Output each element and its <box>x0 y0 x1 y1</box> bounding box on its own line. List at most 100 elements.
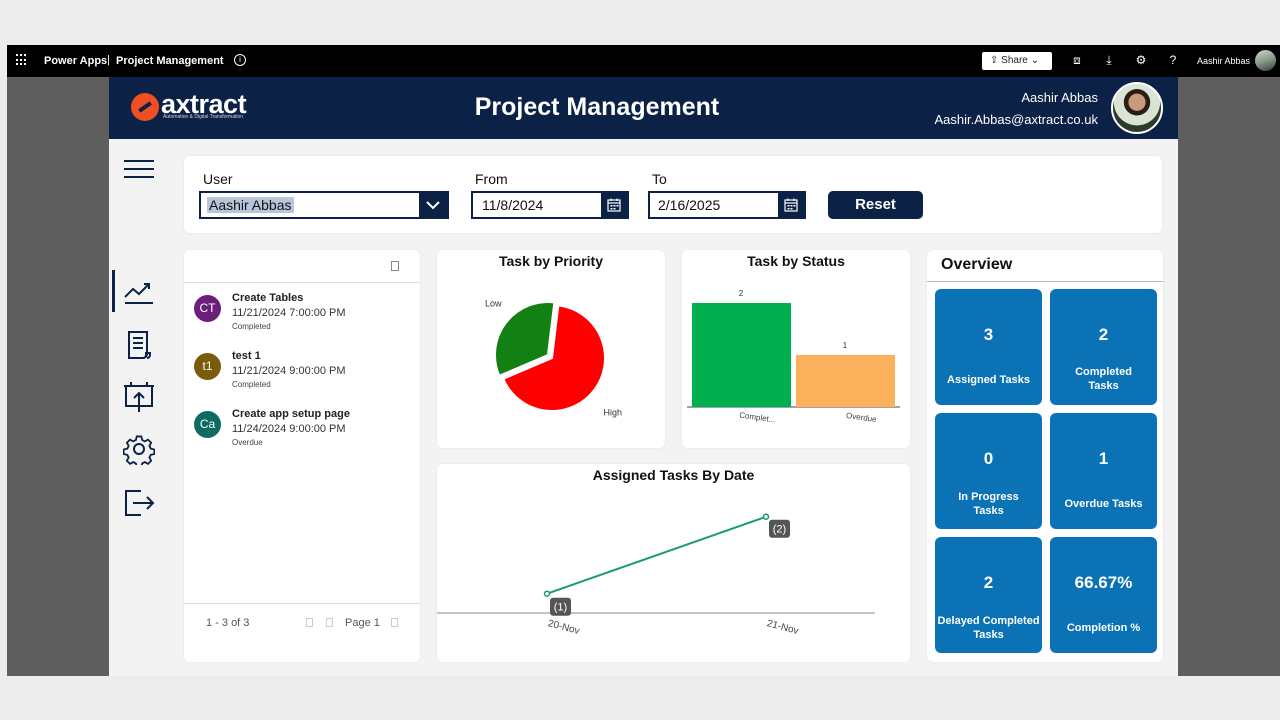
logout-icon[interactable] <box>123 487 155 519</box>
kpi-value: 0 <box>983 449 994 468</box>
list-item[interactable]: Ca Create app setup page 11/24/2024 9:00… <box>194 408 414 458</box>
share-button[interactable]: ⇪ Share ⌄ <box>982 52 1052 70</box>
reset-button[interactable]: Reset <box>828 191 923 219</box>
kpi-value: 2 <box>983 573 994 592</box>
x-tick-label: 21-Nov <box>766 618 800 637</box>
company-logo: axtract Automation & Digital Transformat… <box>131 89 271 123</box>
info-icon[interactable]: i <box>234 54 246 66</box>
task-avatar: t1 <box>194 353 221 380</box>
x-tick-label: Complet... <box>739 411 776 425</box>
platform-avatar[interactable] <box>1255 50 1276 71</box>
nav-active-indicator <box>112 270 115 312</box>
app-frame: Power Apps | Project Management i ⇪ Shar… <box>7 45 1280 676</box>
kpi-tile-completion-pct[interactable]: 66.67% Completion % <box>1050 537 1157 653</box>
kpi-label: In Progress Tasks <box>958 491 1019 517</box>
header-user-email: Aashir.Abbas@axtract.co.uk <box>934 112 1099 127</box>
document-icon[interactable] <box>123 329 155 361</box>
data-label-box <box>550 597 571 616</box>
data-label: (2) <box>773 524 786 536</box>
date-line-chart: (1) 20-Nov (2) 21-Nov <box>437 513 875 637</box>
pagination-range: 1 - 3 of 3 <box>206 617 250 629</box>
kpi-label: Assigned Tasks <box>947 374 1030 386</box>
data-point <box>543 590 551 597</box>
chart-title: Task by Status <box>747 253 845 269</box>
user-dropdown-value: Aashir Abbas <box>207 197 294 213</box>
task-title: Create Tables <box>232 292 304 304</box>
logo-mark <box>131 93 159 121</box>
task-title: Create app setup page <box>232 408 350 420</box>
fit-screen-icon[interactable]: ⧈ <box>1073 53 1081 67</box>
help-icon[interactable]: ? <box>1169 53 1177 67</box>
settings-icon[interactable] <box>122 433 156 468</box>
date-chart-card: Assigned Tasks By Date (1) 20-Nov (2) 21-No… <box>437 464 910 662</box>
status-bar-chart: 2 Complet... 1 Overdue <box>687 289 900 425</box>
kpi-tile-overdue[interactable]: 1 Overdue Tasks <box>1050 413 1157 529</box>
task-list-panel: CT Create Tables 11/21/2024 7:00:00 PM C… <box>184 250 420 662</box>
first-page-button[interactable] <box>326 618 333 627</box>
chart-title: Assigned Tasks By Date <box>592 467 755 483</box>
to-date-picker[interactable]: 2/16/2025 <box>648 191 806 219</box>
kpi-label: Delayed Completed Tasks <box>937 615 1040 641</box>
pie-label: High <box>604 408 623 418</box>
pie-slice-high <box>501 304 606 412</box>
priority-chart-card: Task by Priority High Low <box>437 250 665 448</box>
kpi-tile-in-progress[interactable]: 0 In Progress Tasks <box>935 413 1042 529</box>
list-header-icon[interactable] <box>391 261 399 271</box>
x-tick-label: 20-Nov <box>547 618 581 637</box>
app-header: axtract Automation & Digital Transformat… <box>109 77 1178 139</box>
bar-value-label: 2 <box>739 289 744 298</box>
x-tick-label: Overdue <box>846 411 878 424</box>
pie-slice-low <box>494 301 556 378</box>
overview-title: Overview <box>941 256 1013 273</box>
divider <box>927 281 1163 282</box>
platform-app-name: Project Management <box>116 55 224 67</box>
to-label: To <box>652 171 667 187</box>
left-nav <box>109 139 169 676</box>
upload-board-icon[interactable] <box>123 381 155 413</box>
header-user-info: Aashir Abbas Aashir.Abbas@axtract.co.uk <box>935 87 1099 131</box>
kpi-label: Completion % <box>1066 622 1141 634</box>
priority-pie-chart: High Low <box>485 298 623 418</box>
analytics-icon[interactable] <box>123 275 155 307</box>
list-item[interactable]: CT Create Tables 11/21/2024 7:00:00 PM C… <box>194 292 414 342</box>
overview-panel: Overview 3 Assigned Tasks 2 Completed Ta… <box>927 250 1163 662</box>
next-page-button[interactable] <box>391 618 398 627</box>
to-date-value: 2/16/2025 <box>658 197 721 213</box>
task-datetime: 11/24/2024 9:00:00 PM <box>232 423 346 435</box>
logo-tagline: Automation & Digital Transformation <box>163 114 244 120</box>
calendar-icon[interactable] <box>601 193 627 217</box>
kpi-tile-delayed-completed[interactable]: 2 Delayed Completed Tasks <box>935 537 1042 653</box>
data-label-box <box>769 519 790 538</box>
logo-text: axtract <box>161 89 247 119</box>
task-status: Completed <box>232 380 271 389</box>
page-title: Project Management <box>474 93 720 121</box>
chevron-down-icon[interactable] <box>419 193 447 217</box>
settings-icon[interactable]: ⚙ <box>1135 53 1147 67</box>
kpi-tile-assigned[interactable]: 3 Assigned Tasks <box>935 289 1042 405</box>
bar-value-label: 1 <box>843 341 848 350</box>
avatar <box>1111 82 1163 134</box>
data-point <box>762 513 770 520</box>
calendar-icon[interactable] <box>778 193 804 217</box>
kpi-value: 2 <box>1098 325 1109 344</box>
from-date-value: 11/8/2024 <box>482 197 544 213</box>
kpi-label: Overdue Tasks <box>1064 498 1143 510</box>
share-icon: ⇪ <box>990 55 999 66</box>
from-label: From <box>475 171 508 187</box>
menu-icon[interactable] <box>123 153 155 185</box>
power-apps-bar: Power Apps | Project Management i ⇪ Shar… <box>7 45 1280 77</box>
task-avatar: Ca <box>194 411 221 438</box>
task-status: Overdue <box>232 438 263 447</box>
from-date-picker[interactable]: 11/8/2024 <box>471 191 629 219</box>
kpi-tile-completed[interactable]: 2 Completed Tasks <box>1050 289 1157 405</box>
platform-user-name: Aashir Abbas <box>1197 56 1251 66</box>
task-datetime: 11/21/2024 7:00:00 PM <box>232 307 346 319</box>
previous-page-button[interactable] <box>306 618 313 627</box>
download-icon[interactable]: ⤓ <box>1106 53 1112 67</box>
task-status: Completed <box>232 322 271 331</box>
waffle-icon[interactable] <box>16 54 28 66</box>
list-item[interactable]: t1 test 1 11/21/2024 9:00:00 PM Complete… <box>194 350 414 400</box>
divider <box>184 282 420 283</box>
user-dropdown[interactable]: Aashir Abbas <box>199 191 449 219</box>
task-datetime: 11/21/2024 9:00:00 PM <box>232 365 346 377</box>
